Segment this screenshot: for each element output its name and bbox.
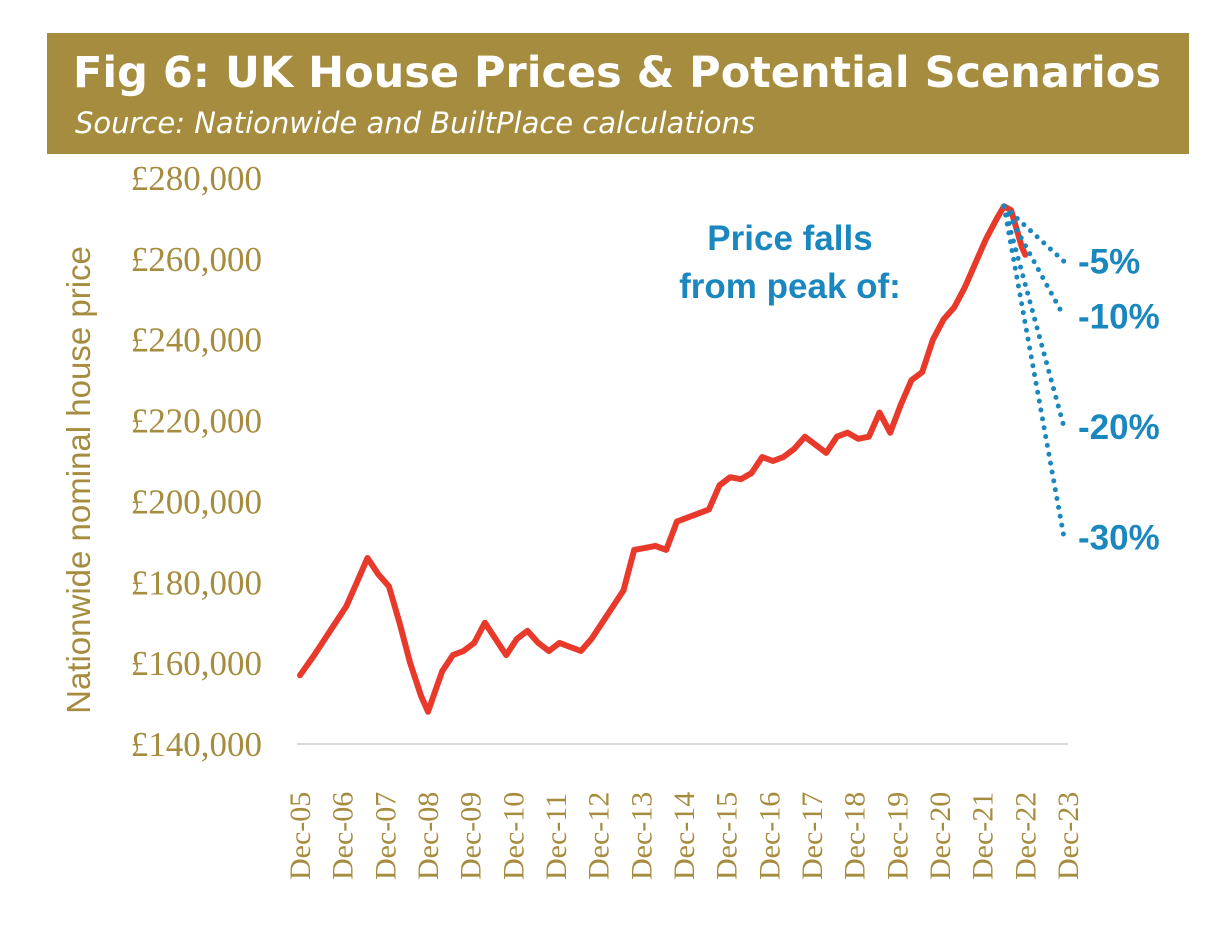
y-tick-label: £240,000 <box>131 321 262 360</box>
x-tick-label: Dec-12 <box>583 792 616 880</box>
x-tick-label: Dec-19 <box>881 792 914 880</box>
annotation-line-1: Price falls <box>707 219 872 258</box>
chart-subtitle: Source: Nationwide and BuiltPlace calcul… <box>75 106 755 140</box>
x-tick-label: Dec-21 <box>967 792 1000 880</box>
x-tick-label: Dec-05 <box>284 792 317 880</box>
scenario-label: -10% <box>1078 298 1160 337</box>
y-tick-label: £140,000 <box>131 725 262 764</box>
x-tick-label: Dec-18 <box>839 792 872 880</box>
y-tick-label: £200,000 <box>131 482 262 521</box>
scenario-line <box>1001 203 1067 430</box>
x-tick-label: Dec-13 <box>625 792 658 880</box>
scenario-line <box>1001 203 1067 540</box>
y-tick-label: £160,000 <box>131 644 262 683</box>
scenario-label: -20% <box>1078 408 1160 447</box>
scenario-line <box>1001 203 1067 320</box>
y-tick-label: £260,000 <box>131 240 262 279</box>
scenario-label: -5% <box>1078 242 1140 281</box>
annotation-line-2: from peak of: <box>679 267 901 306</box>
x-tick-label: Dec-14 <box>668 792 701 880</box>
x-tick-label: Dec-15 <box>711 792 744 880</box>
x-tick-label: Dec-11 <box>540 793 573 880</box>
x-tick-label: Dec-10 <box>497 792 530 880</box>
series-line <box>297 203 1029 715</box>
x-tick-label: Dec-08 <box>412 792 445 880</box>
x-tick-label: Dec-16 <box>753 792 786 880</box>
chart-title: Fig 6: UK House Prices & Potential Scena… <box>73 48 1161 98</box>
x-tick-label: Dec-22 <box>1009 792 1042 880</box>
x-tick-label: Dec-23 <box>1052 792 1085 880</box>
x-tick-label: Dec-07 <box>369 792 402 880</box>
y-axis-label: Nationwide nominal house price <box>60 246 97 714</box>
y-tick-label: £180,000 <box>131 563 262 602</box>
x-tick-label: Dec-20 <box>924 792 957 880</box>
y-tick-label: £220,000 <box>131 402 262 441</box>
y-tick-label: £280,000 <box>131 159 262 198</box>
scenario-label: -30% <box>1078 518 1160 557</box>
x-tick-label: Dec-17 <box>796 792 829 880</box>
title-banner: Fig 6: UK House Prices & Potential Scena… <box>47 33 1189 154</box>
x-tick-label: Dec-09 <box>455 792 488 880</box>
x-tick-label: Dec-06 <box>327 792 360 880</box>
